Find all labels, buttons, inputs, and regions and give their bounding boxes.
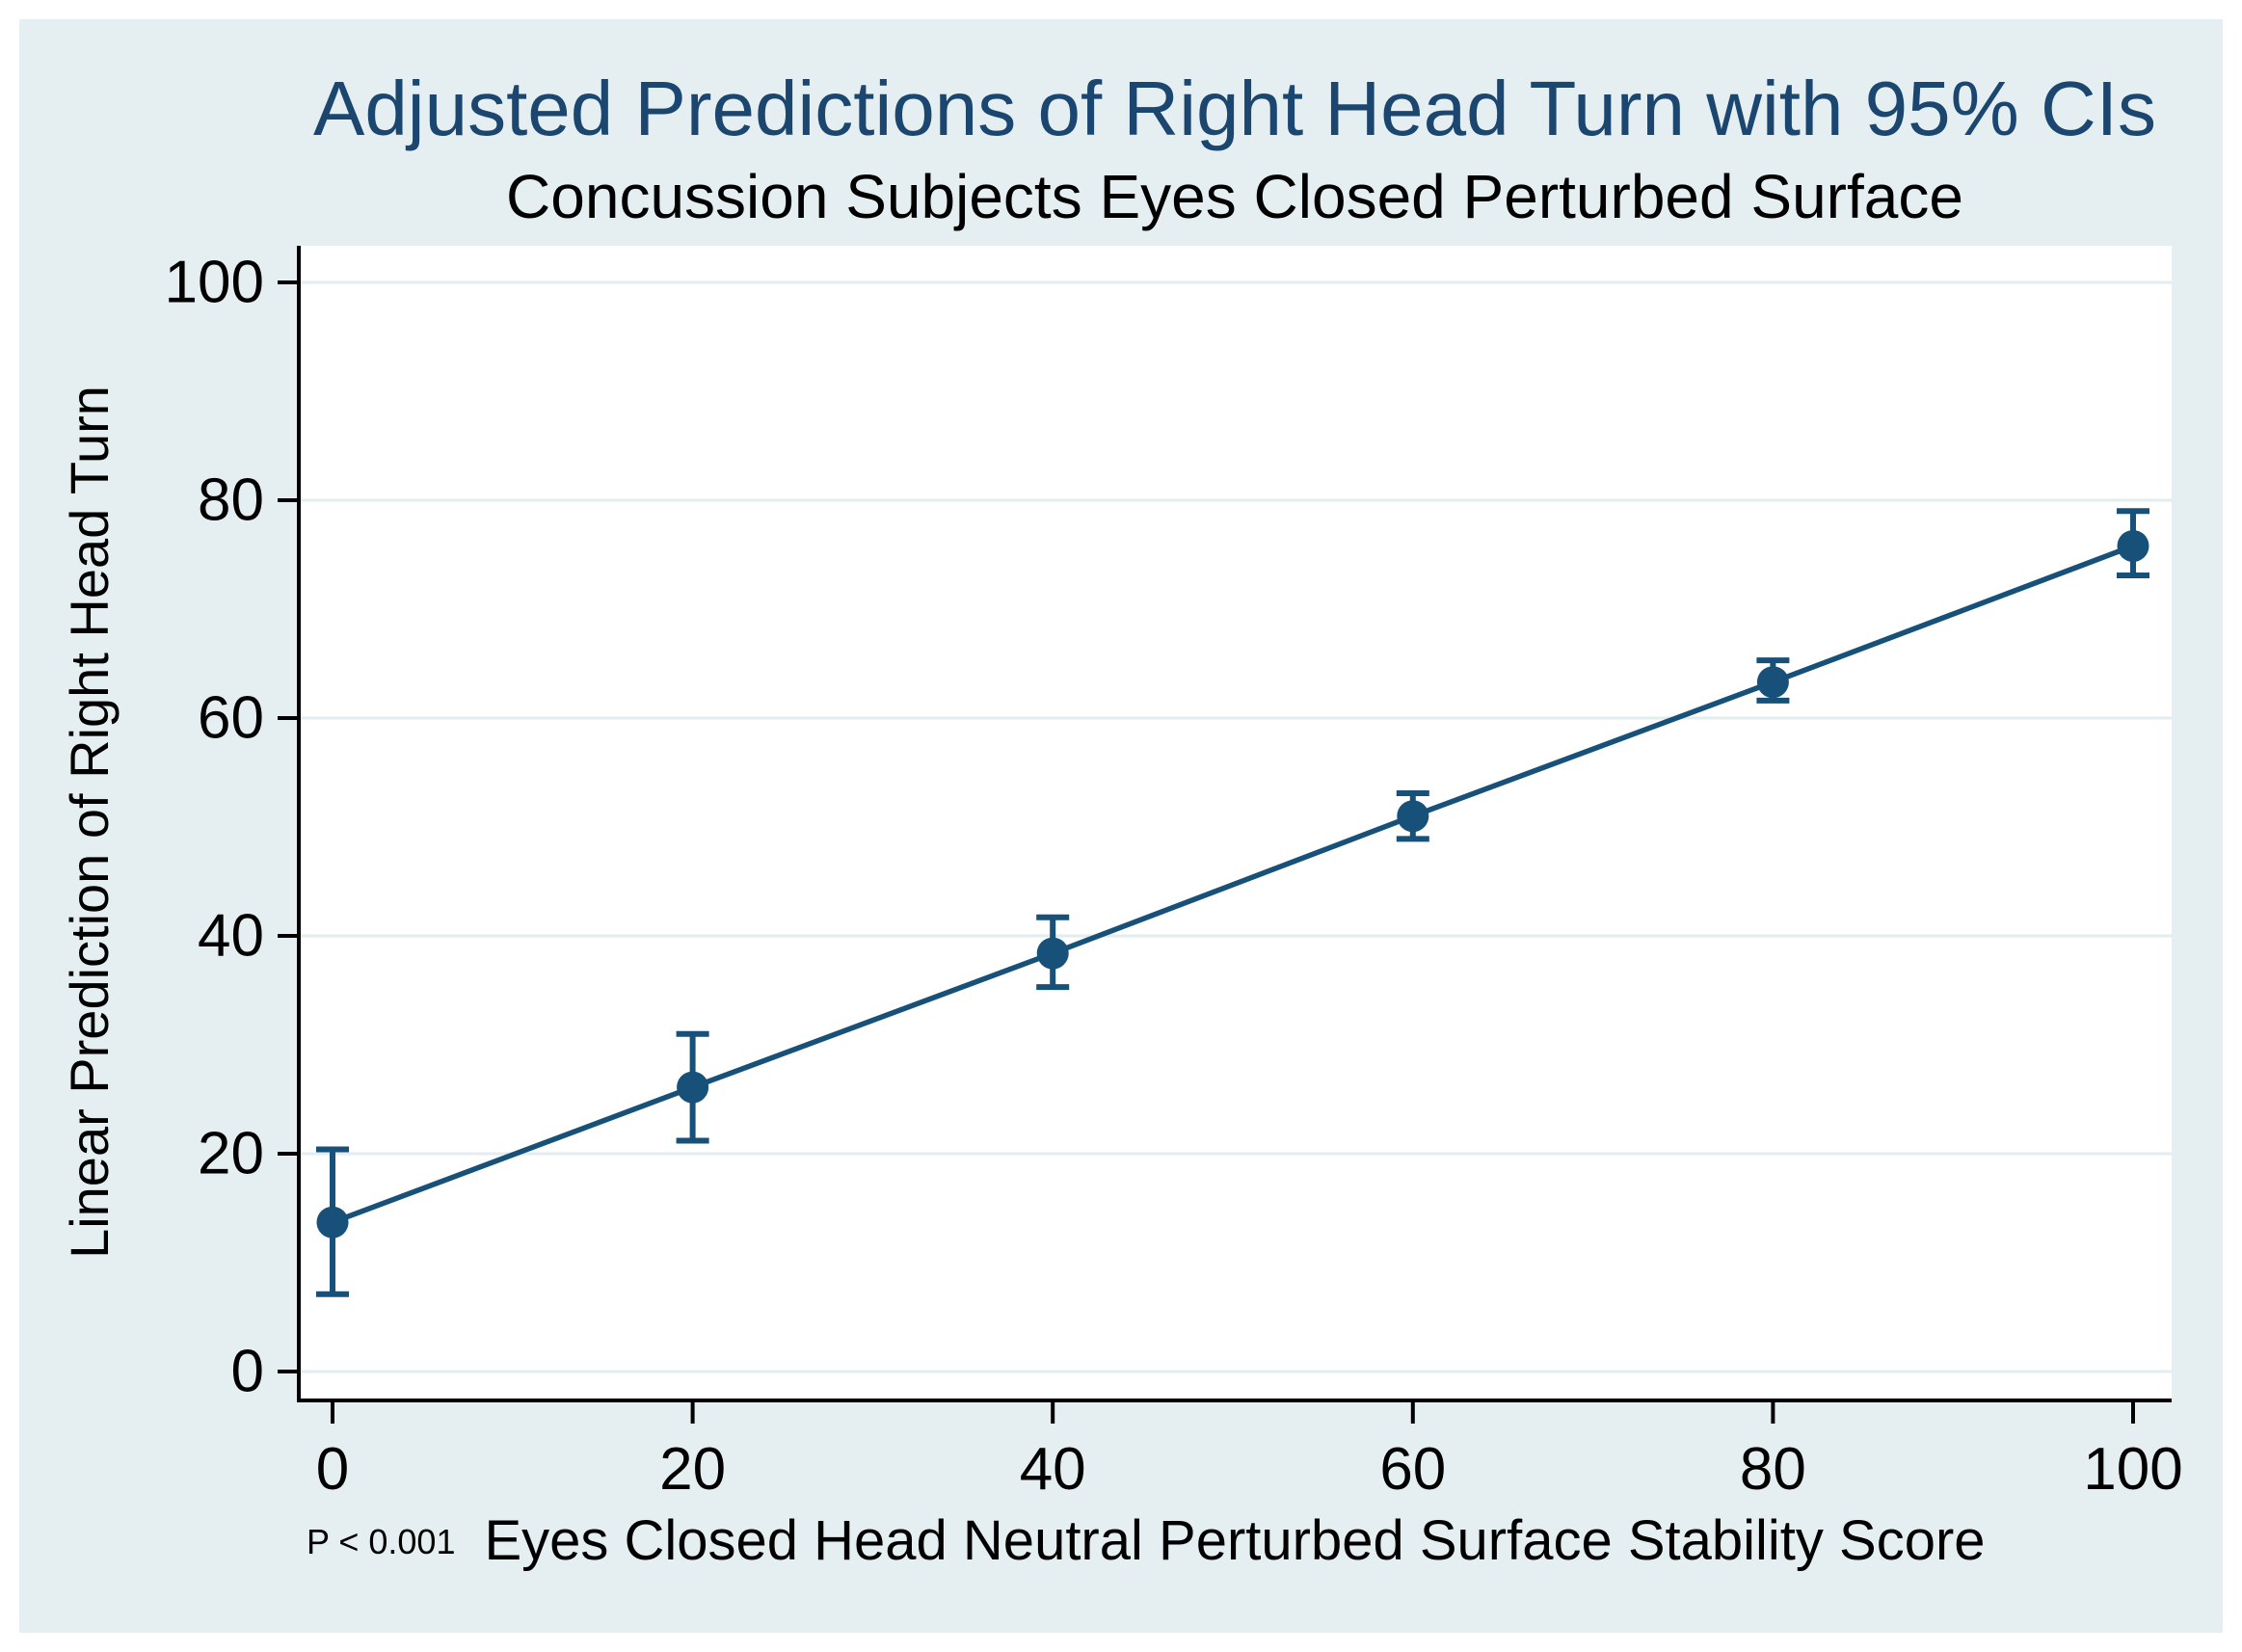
prediction-line xyxy=(332,543,2134,1225)
x-tick-label-40: 40 xyxy=(1020,1436,1086,1503)
data-point-marker-x-80 xyxy=(1756,666,1789,699)
y-tick-label-60: 60 xyxy=(198,685,264,752)
y-tick-label-80: 80 xyxy=(198,467,264,534)
data-point-marker-x-40 xyxy=(1036,937,1069,970)
y-tick-label-0: 0 xyxy=(231,1339,264,1405)
data-point-marker-x-100 xyxy=(2117,529,2149,562)
x-tick-label-80: 80 xyxy=(1740,1436,1806,1503)
y-axis-ticks: 0 20 40 60 80 100 xyxy=(165,250,299,1405)
data-point-marker-x-20 xyxy=(677,1071,709,1104)
data-point-marker-x-0 xyxy=(316,1206,349,1239)
y-tick-label-20: 20 xyxy=(198,1121,264,1187)
x-tick-label-0: 0 xyxy=(316,1436,349,1503)
x-axis-label: Eyes Closed Head Neutral Perturbed Surfa… xyxy=(484,1509,1985,1572)
y-axis-label: Linear Prediction of Right Head Turn xyxy=(59,386,120,1259)
x-axis-ticks: 0 20 40 60 80 100 xyxy=(316,1400,2183,1503)
x-tick-label-60: 60 xyxy=(1379,1436,1446,1503)
y-tick-label-100: 100 xyxy=(165,250,264,316)
chart-title: Adjusted Predictions of Right Head Turn … xyxy=(313,66,2156,151)
data-point-marker-x-60 xyxy=(1397,800,1429,833)
x-tick-label-100: 100 xyxy=(2083,1436,2182,1503)
plot-area-background xyxy=(299,246,2172,1399)
chart-subtitle: Concussion Subjects Eyes Closed Perturbe… xyxy=(506,162,1963,231)
prediction-series xyxy=(316,508,2149,1297)
gridlines xyxy=(299,280,2172,1373)
y-tick-label-40: 40 xyxy=(198,903,264,970)
p-value-annotation: P < 0.001 xyxy=(307,1522,455,1561)
x-tick-label-20: 20 xyxy=(659,1436,726,1503)
